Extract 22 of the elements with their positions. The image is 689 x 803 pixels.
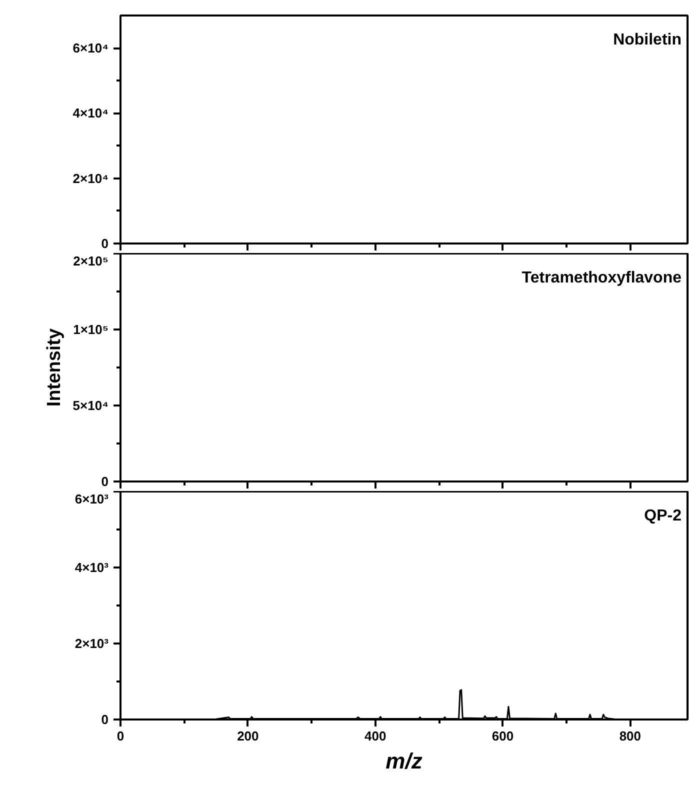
text: Nobiletin [613, 32, 682, 48]
x-axis-title: m/z [386, 748, 422, 774]
y-tick-label: 0 [101, 712, 109, 727]
y-tick-label: 2×10⁴ [72, 170, 109, 186]
y-tick-label: 2×10³ [74, 636, 110, 651]
x-tick-label: 600 [492, 728, 514, 744]
y-tick-label: 6×10³ [74, 492, 110, 506]
y-tick-label: 1×10⁵ [73, 322, 108, 337]
y-tick-label: 2×10⁵ [73, 254, 108, 268]
y-axis-title: Intensity [44, 328, 65, 407]
text: QP-2 [644, 508, 682, 524]
x-tick-label: 800 [619, 728, 642, 744]
y-tick-label: 0 [101, 474, 109, 489]
y-tick-label: 5×10⁴ [72, 398, 109, 413]
y-tick-label: 0 [101, 236, 109, 251]
x-tick-label: 400 [364, 728, 386, 744]
y-tick-label: 4×10⁴ [72, 106, 109, 121]
x-tick-label: 200 [237, 728, 259, 744]
y-tick-label: 6×10⁴ [72, 40, 109, 56]
x-tick-label: 0 [116, 728, 124, 744]
y-tick-label: 4×10³ [74, 560, 110, 575]
text: Tetramethoxyflavone [522, 270, 682, 286]
